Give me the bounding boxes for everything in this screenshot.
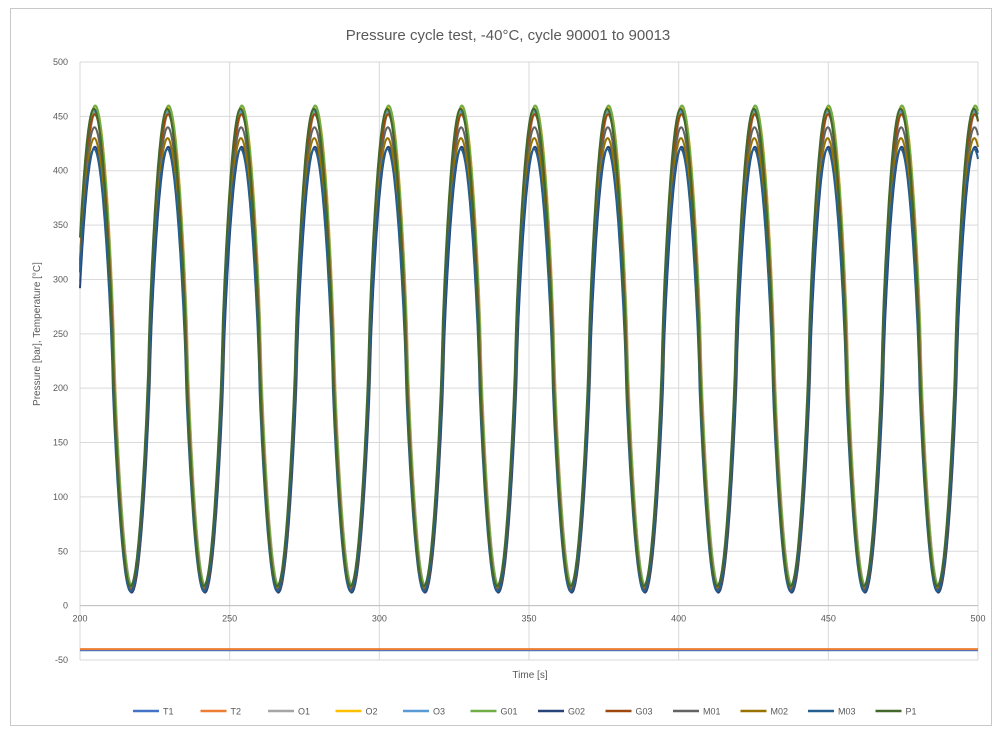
x-tick-label: 450	[821, 614, 836, 624]
legend-entry-o2: O2	[335, 707, 378, 717]
legend-entry-m02: M02	[740, 707, 789, 717]
legend-label: T2	[231, 707, 242, 717]
x-tick-label: 250	[222, 614, 237, 624]
legend-entry-g03: G03	[605, 707, 653, 717]
legend-entry-o1: O1	[268, 707, 310, 717]
y-tick-label: 50	[58, 546, 68, 556]
x-tick-label: 200	[72, 614, 87, 624]
y-tick-label: 200	[53, 383, 68, 393]
chart-title: Pressure cycle test, -40°C, cycle 90001 …	[346, 27, 671, 44]
legend-label: G03	[636, 707, 653, 717]
y-tick-label: 300	[53, 274, 68, 284]
legend-entry-g02: G02	[538, 707, 585, 717]
legend-label: G02	[568, 707, 585, 717]
legend-entry-o3: O3	[403, 707, 445, 717]
x-tick-label: 500	[970, 614, 985, 624]
legend-entry-m01: M01	[673, 707, 721, 717]
legend-label: O1	[298, 707, 310, 717]
y-axis-label: Pressure [bar], Temperature [°C]	[32, 262, 43, 406]
legend-label: T1	[163, 707, 174, 717]
y-tick-label: 400	[53, 166, 68, 176]
y-tick-label: 150	[53, 438, 68, 448]
legend-entry-t1: T1	[133, 707, 174, 717]
legend-label: M03	[838, 707, 856, 717]
series-line-m03	[79, 148, 979, 593]
series-lines	[79, 104, 979, 652]
legend-label: M01	[703, 707, 721, 717]
legend-label: P1	[906, 707, 917, 717]
legend-label: O2	[366, 707, 378, 717]
legend-entry-t2: T2	[200, 707, 242, 717]
x-tick-label: 350	[521, 614, 536, 624]
series-line-p1	[79, 107, 979, 587]
y-tick-label: 500	[53, 57, 68, 67]
y-tick-label: 350	[53, 220, 68, 230]
y-tick-label: 250	[53, 329, 68, 339]
legend-label: O3	[433, 707, 445, 717]
legend-entry-g01: G01	[470, 707, 518, 717]
x-tick-label: 400	[671, 614, 686, 624]
y-tick-label: 0	[63, 601, 68, 611]
tick-labels: -50 0 50 100 150 200 250 300 350 400 450 500 200 250 3…	[53, 57, 986, 665]
legend-entry-p1: P1	[875, 707, 917, 717]
y-tick-label: 100	[53, 492, 68, 502]
x-tick-label: 300	[372, 614, 387, 624]
y-tick-label: 450	[53, 111, 68, 121]
x-axis-label: Time [s]	[512, 670, 547, 681]
legend-entry-m03: M03	[808, 707, 856, 717]
legend-label: M02	[771, 707, 789, 717]
legend-label: G01	[501, 707, 518, 717]
legend: T1 T2 O1 O2 O3 G01 G02 G03 M01 M02 M03 P1	[133, 707, 917, 717]
y-tick-label: -50	[55, 655, 68, 665]
